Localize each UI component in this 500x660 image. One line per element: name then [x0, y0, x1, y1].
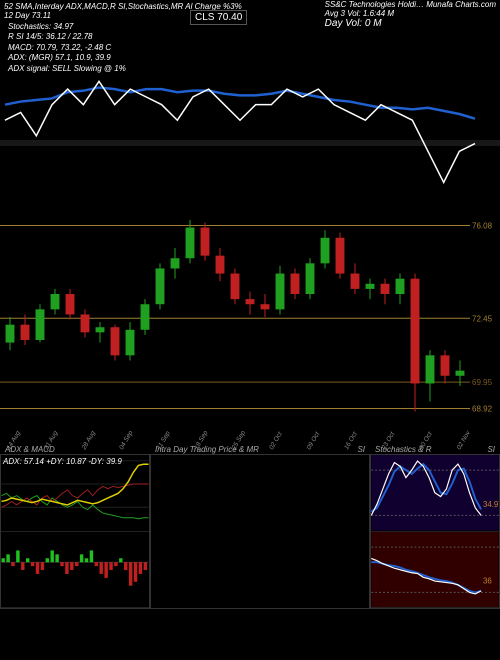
avg-vol: Avg 3 Vol: 1.6:44 M — [325, 9, 496, 18]
header-12day: 12 Day 73.11 — [4, 11, 51, 20]
candle-chart-svg: 76.0872.4569.9568.9214 Aug21 Aug28 Aug04… — [0, 202, 500, 452]
svg-text:72.45: 72.45 — [472, 314, 493, 323]
stat-macd: MACD: 70.79, 73.22, -2.48 C — [8, 43, 496, 53]
svg-text:04 Sep: 04 Sep — [118, 429, 135, 451]
security-title: SS&C Technologies Holdi… Munafa Charts.c… — [325, 0, 496, 9]
candle-chart: 76.0872.4569.9568.9214 Aug21 Aug28 Aug04… — [0, 202, 500, 452]
cls-value: CLS 70.40 — [190, 10, 247, 25]
svg-text:02 Nov: 02 Nov — [456, 429, 473, 451]
adx-svg — [1, 455, 149, 531]
stoch-upper-svg: 34.97 — [371, 455, 499, 531]
stochastics-panel: Stochastics & R SI 34.97 36 — [370, 454, 500, 609]
macd-svg — [1, 532, 149, 608]
day-vol: Day Vol: 0 M — [325, 18, 496, 29]
svg-text:28 Aug: 28 Aug — [80, 430, 97, 452]
stoch-title: Stochastics & R — [375, 445, 431, 454]
svg-text:02 Oct: 02 Oct — [268, 430, 284, 451]
stat-rsi: R SI 14/5: 36.12 / 22.78 — [8, 32, 496, 42]
svg-text:09 Oct: 09 Oct — [306, 430, 322, 451]
adx-title: ADX & MACD — [5, 445, 55, 454]
intraday-panel: Intra Day Trading Price & MR SI — [150, 454, 370, 609]
bottom-panels: ADX & MACD ADX: 57.14 +DY: 10.87 -DY: 39… — [0, 454, 500, 609]
svg-text:34.97: 34.97 — [483, 500, 499, 509]
line-chart — [0, 58, 500, 198]
adx-macd-panel: ADX & MACD ADX: 57.14 +DY: 10.87 -DY: 39… — [0, 454, 150, 609]
intra-title-r: SI — [357, 445, 365, 454]
adx-values: ADX: 57.14 +DY: 10.87 -DY: 39.9 — [3, 457, 122, 466]
svg-text:68.92: 68.92 — [472, 404, 493, 413]
svg-text:76.08: 76.08 — [472, 222, 493, 231]
intra-title: Intra Day Trading Price & MR — [155, 445, 259, 454]
stoch-lower-svg: 36 — [371, 532, 499, 608]
line-chart-svg — [0, 58, 500, 198]
stoch-title-r: SI — [487, 445, 495, 454]
svg-text:36: 36 — [483, 576, 492, 585]
svg-text:69.95: 69.95 — [472, 378, 493, 387]
header: 52 SMA,Interday ADX,MACD,R SI,Stochastic… — [0, 0, 500, 58]
